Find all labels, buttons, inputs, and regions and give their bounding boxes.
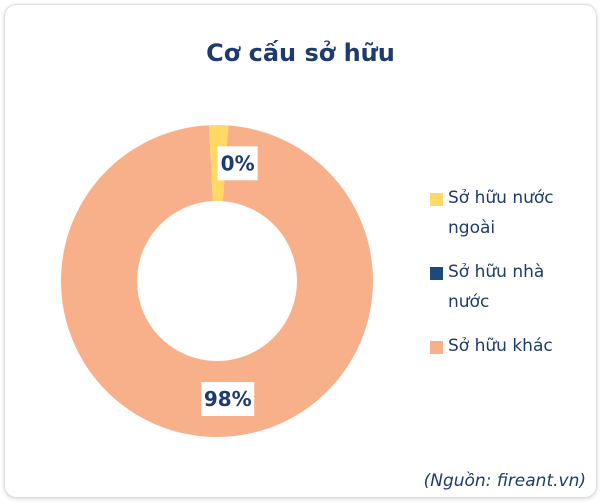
legend-label: Sở hữu nhà nước — [448, 262, 545, 312]
legend-swatch — [430, 341, 443, 354]
card: Cơ cấu sở hữu 0% 98% Sở hữu nước ngoài Sở … — [4, 4, 597, 498]
label-box — [201, 381, 255, 416]
source: (Nguồn: fireant.vn) — [423, 471, 586, 491]
legend-item: Sở hữu nước ngoài — [430, 183, 580, 243]
data-label: 98% — [201, 381, 255, 416]
slice — [60, 125, 373, 437]
data-label: 0% — [217, 146, 258, 181]
data-label-text: 0% — [221, 151, 255, 175]
legend-item: Sở hữu khác — [430, 331, 580, 361]
legend-item: Sở hữu nhà nước — [430, 257, 580, 317]
legend-swatch — [430, 267, 443, 280]
legend-label: Sở hữu khác — [448, 336, 553, 356]
legend-swatch — [430, 193, 443, 206]
legend: Sở hữu nước ngoài Sở hữu nhà nước Sở hữu k… — [430, 183, 580, 375]
chart: 0% 98% — [60, 125, 373, 437]
legend-label: Sở hữu nước ngoài — [448, 188, 554, 238]
data-label-text: 98% — [204, 387, 252, 411]
chart-title: Cơ cấu sở hữu — [206, 39, 395, 67]
label-box — [217, 146, 258, 181]
